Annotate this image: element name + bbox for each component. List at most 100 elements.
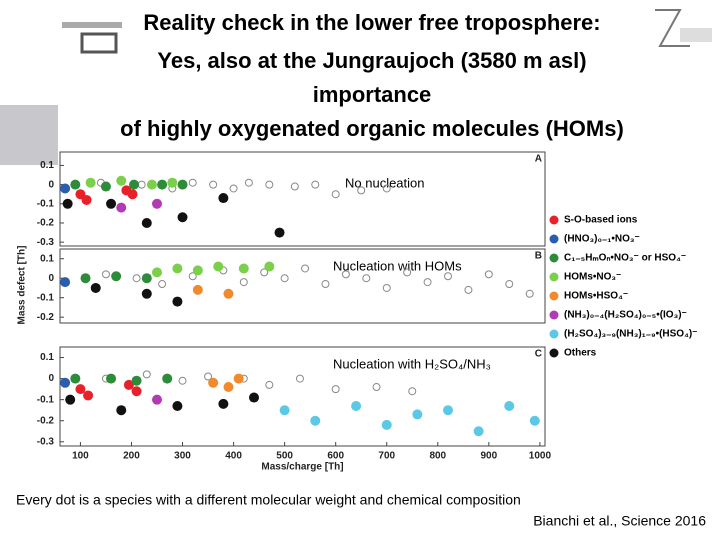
y-tick-label: -0.1 — [37, 394, 55, 405]
data-point — [274, 227, 285, 238]
data-point — [443, 405, 453, 416]
data-point — [172, 296, 183, 307]
y-axis-label: Mass defect [Th] — [17, 246, 28, 325]
legend-label: HOMs•NO₃⁻ — [564, 272, 621, 283]
legend-label: (HNO₃)₀₋₁•NO₃⁻ — [564, 234, 640, 245]
data-point — [357, 186, 366, 195]
data-point — [423, 278, 432, 287]
data-point — [65, 394, 76, 405]
footer: Every dot is a species with a different … — [16, 492, 521, 508]
x-tick-label: 1000 — [529, 451, 552, 462]
data-point — [141, 288, 152, 299]
data-point — [152, 394, 162, 405]
citation: Bianchi et al., Science 2016 — [533, 513, 706, 529]
y-tick-label: 0.1 — [40, 160, 54, 171]
data-point — [142, 370, 151, 379]
data-point — [341, 270, 350, 279]
data-point — [192, 284, 203, 295]
data-point — [132, 274, 141, 283]
y-tick-label: -0.1 — [37, 292, 55, 303]
panel-letter: B — [535, 251, 542, 262]
data-point — [209, 180, 218, 189]
data-point — [152, 267, 162, 278]
legend-label: (NH₃)₀₋₄(H₂SO₄)₀₋₅•(IO₃)⁻ — [564, 310, 687, 321]
data-point — [249, 392, 259, 403]
data-point — [167, 177, 178, 188]
data-point — [321, 280, 330, 289]
data-point — [264, 261, 275, 272]
data-point — [90, 282, 101, 293]
lab-logo — [655, 9, 712, 47]
data-point — [85, 177, 96, 188]
legend-swatch — [549, 253, 559, 263]
data-point — [204, 372, 213, 381]
data-point — [279, 405, 290, 416]
data-point — [60, 277, 71, 288]
data-point — [172, 400, 183, 411]
panel-frame — [59, 346, 546, 447]
data-point — [131, 375, 142, 386]
data-point — [146, 179, 157, 190]
data-point — [331, 190, 340, 199]
y-tick-label: -0.1 — [37, 198, 55, 209]
data-point — [116, 175, 127, 186]
x-axis-label: Mass/charge [Th] — [261, 462, 343, 473]
data-point — [265, 380, 274, 389]
legend-label: HOMs•HSO₄⁻ — [564, 291, 628, 302]
x-tick-label: 600 — [327, 451, 344, 462]
data-point — [70, 179, 81, 190]
data-point — [100, 181, 111, 192]
y-tick-label: -0.2 — [37, 312, 55, 323]
data-point — [311, 180, 320, 189]
psi-logo — [62, 22, 122, 54]
data-point — [382, 184, 391, 193]
data-point — [239, 278, 248, 287]
y-tick-label: -0.2 — [37, 415, 55, 426]
data-point — [260, 268, 269, 277]
data-point — [62, 198, 73, 209]
data-point — [218, 398, 229, 409]
data-point — [116, 202, 127, 213]
y-tick-label: -0.3 — [37, 436, 55, 447]
legend-label: S-O-based ions — [564, 215, 638, 226]
panel-letter: C — [535, 349, 542, 360]
data-point — [290, 182, 299, 191]
data-point — [188, 178, 197, 187]
data-point — [295, 374, 304, 383]
x-tick-label: 100 — [72, 451, 89, 462]
legend-swatch — [549, 291, 559, 301]
data-point — [60, 377, 71, 388]
legend-swatch — [549, 348, 559, 358]
data-point — [525, 289, 534, 298]
data-point — [172, 263, 183, 274]
x-tick-label: 400 — [225, 451, 242, 462]
data-point — [310, 415, 321, 426]
x-tick-label: 800 — [429, 451, 446, 462]
legend-swatch — [549, 215, 559, 225]
data-point — [70, 373, 81, 384]
x-tick-label: 200 — [123, 451, 140, 462]
data-point — [351, 400, 362, 411]
legend-label: C₁₋₅HₘOₙ•NO₃⁻ or HSO₄⁻ — [564, 253, 686, 264]
data-point — [157, 179, 168, 190]
data-point — [177, 179, 188, 190]
data-point — [362, 274, 371, 283]
panel-frame — [59, 248, 546, 324]
side-bar — [0, 105, 58, 165]
title-line: Reality check in the lower free troposph… — [143, 10, 600, 35]
data-point — [83, 390, 94, 401]
data-point — [106, 198, 117, 209]
title-line: of highly oxygenated organic molecules (… — [120, 116, 624, 141]
data-point — [473, 426, 484, 437]
data-point — [381, 419, 392, 430]
data-point — [127, 189, 138, 200]
data-point — [123, 379, 134, 390]
data-point — [223, 288, 234, 299]
data-point — [188, 272, 197, 281]
data-point — [101, 270, 110, 279]
data-point — [106, 373, 117, 384]
y-tick-label: 0 — [48, 373, 54, 384]
data-point — [177, 212, 188, 223]
data-point — [208, 377, 219, 388]
